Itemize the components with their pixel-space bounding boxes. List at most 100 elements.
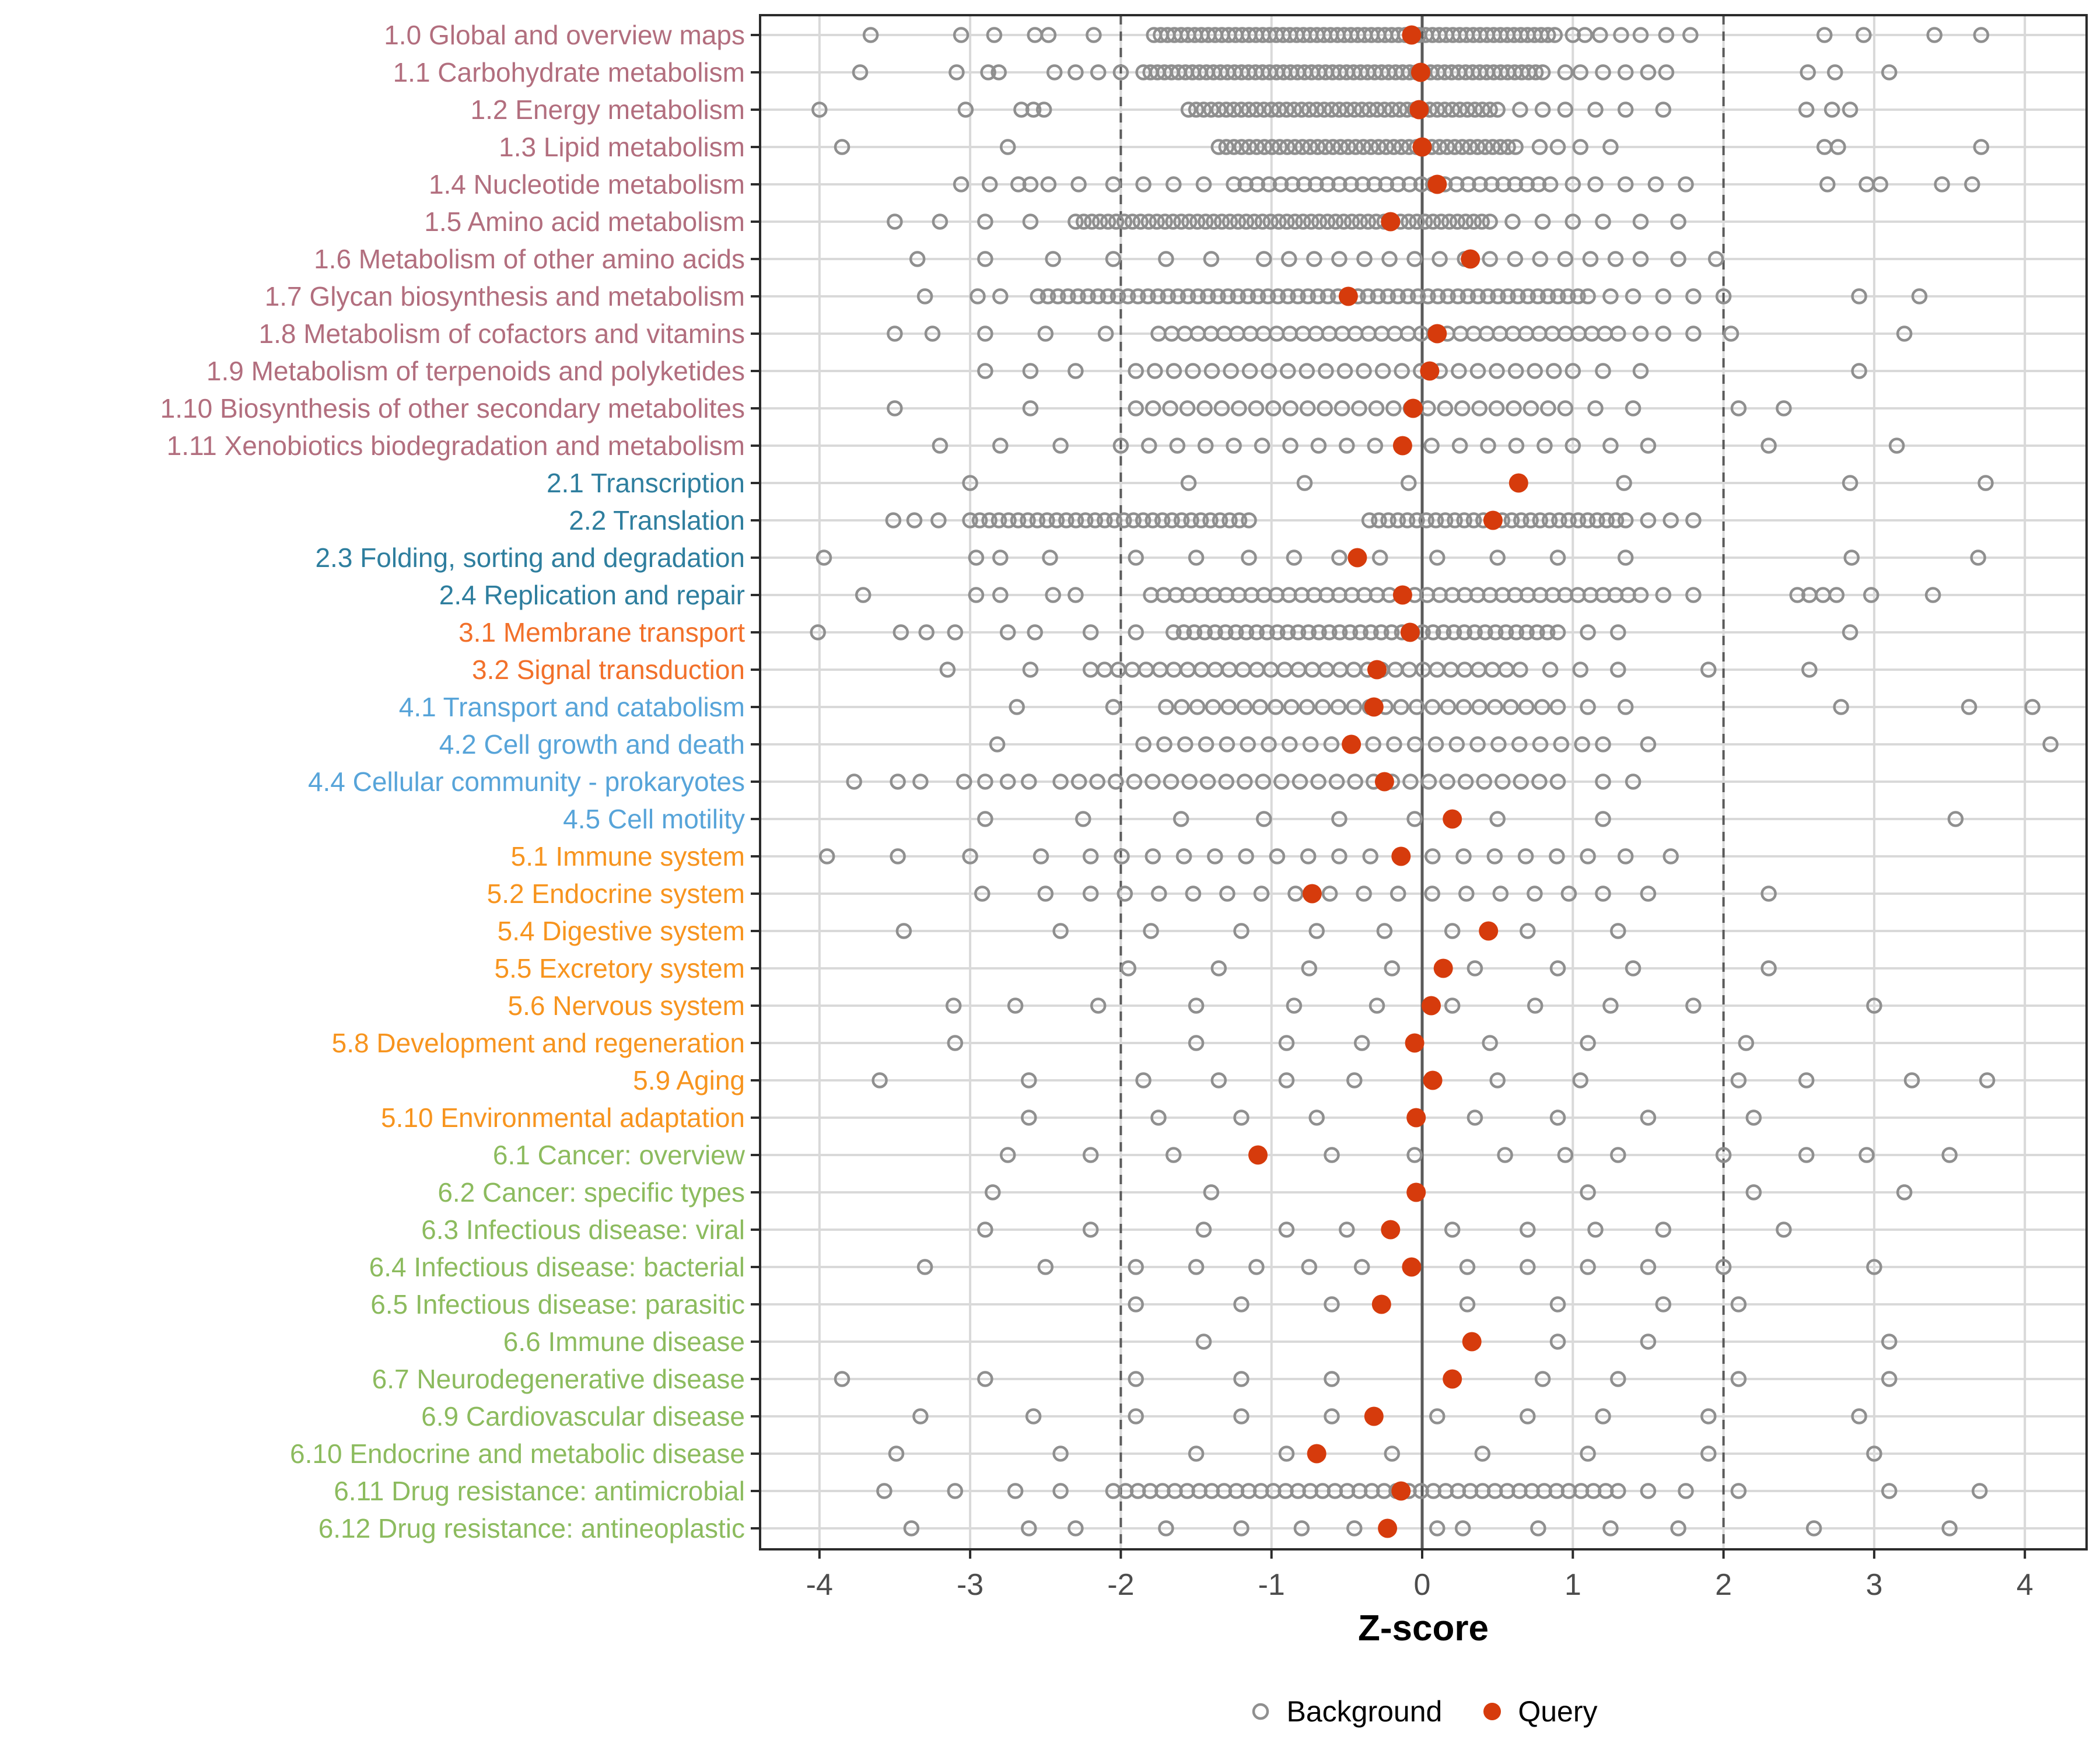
background-point [862, 27, 879, 43]
background-point [1658, 64, 1675, 80]
background-point [1393, 699, 1409, 715]
y-axis-label: 6.11 Drug resistance: antimicrobial [334, 1476, 745, 1506]
background-point [1052, 1483, 1069, 1499]
background-point [1175, 624, 1192, 640]
background-point [852, 64, 869, 80]
query-point [1422, 996, 1441, 1016]
background-point [1549, 550, 1566, 566]
background-point [1436, 102, 1453, 118]
background-point [1205, 214, 1222, 230]
background-point [1286, 550, 1303, 566]
background-point [1181, 774, 1198, 790]
background-point [1254, 214, 1271, 230]
background-point [1632, 27, 1649, 43]
background-point [1406, 811, 1423, 827]
query-point [1461, 249, 1480, 269]
background-point [1040, 176, 1057, 192]
background-point [1487, 624, 1504, 640]
y-axis-label: 1.6 Metabolism of other amino acids [314, 244, 745, 274]
background-point [1531, 139, 1548, 155]
background-point [1207, 848, 1223, 864]
background-point [1451, 438, 1468, 454]
background-point [1508, 438, 1525, 454]
background-point [1730, 1371, 1747, 1387]
background-point [1640, 1259, 1657, 1275]
query-point [1406, 1108, 1426, 1128]
query-point [1392, 436, 1412, 456]
background-point [1520, 1408, 1536, 1424]
background-point [1360, 214, 1377, 230]
background-point [1271, 139, 1288, 155]
background-point [1580, 1035, 1596, 1051]
background-point [1180, 475, 1197, 491]
background-point [1233, 1408, 1250, 1424]
query-point [1479, 921, 1499, 941]
background-point [1352, 214, 1368, 230]
background-point [887, 214, 903, 230]
background-point [1776, 1222, 1792, 1238]
background-point [1455, 699, 1472, 715]
background-point [1112, 438, 1129, 454]
background-point [1824, 102, 1840, 118]
background-point [1384, 960, 1401, 977]
background-point [1366, 176, 1382, 192]
background-point [1367, 438, 1384, 454]
background-point [1486, 848, 1503, 864]
background-point [1278, 1072, 1295, 1088]
background-point [1301, 960, 1318, 977]
background-point [1353, 1035, 1370, 1051]
background-point [1511, 736, 1528, 752]
background-point [1020, 512, 1036, 528]
background-point [1941, 1147, 1958, 1163]
background-point [1314, 699, 1331, 715]
background-point [1233, 1520, 1250, 1536]
background-point [1390, 288, 1406, 304]
background-point [1383, 624, 1400, 640]
background-point [968, 587, 985, 603]
background-point [1513, 774, 1530, 790]
background-point [1462, 139, 1478, 155]
background-point [1317, 400, 1333, 416]
background-point [1602, 1520, 1619, 1536]
background-point [1025, 102, 1042, 118]
background-point [1483, 176, 1500, 192]
background-point [1324, 1147, 1340, 1163]
background-point [1459, 1259, 1476, 1275]
background-point [1147, 363, 1163, 379]
background-point [1471, 400, 1488, 416]
background-point [1175, 848, 1192, 864]
background-point [1222, 214, 1238, 230]
background-point [1851, 288, 1867, 304]
background-point [1298, 699, 1315, 715]
background-point [1979, 1072, 1996, 1088]
background-point [1451, 102, 1468, 118]
y-axis-label: 4.5 Cell motility [563, 804, 745, 834]
background-point [1207, 624, 1223, 640]
background-point [1353, 1259, 1370, 1275]
background-point [968, 550, 985, 566]
background-point [1482, 251, 1498, 267]
background-point [1188, 102, 1205, 118]
background-point [1084, 214, 1100, 230]
background-point [1580, 848, 1596, 864]
background-point [1485, 139, 1501, 155]
background-point [991, 512, 1007, 528]
background-point [1534, 699, 1550, 715]
background-point [1273, 774, 1290, 790]
background-point [1354, 176, 1371, 192]
background-point [1549, 288, 1566, 304]
background-point [1888, 438, 1905, 454]
background-point [1632, 251, 1649, 267]
background-point [1279, 139, 1296, 155]
background-point [1856, 27, 1872, 43]
background-point [1128, 550, 1144, 566]
background-point [1331, 251, 1348, 267]
background-point [1595, 774, 1611, 790]
background-point [1248, 139, 1265, 155]
background-point [1356, 251, 1373, 267]
background-point [1507, 139, 1524, 155]
background-point [1233, 1296, 1250, 1312]
background-point [1926, 27, 1943, 43]
background-point [1444, 998, 1461, 1014]
